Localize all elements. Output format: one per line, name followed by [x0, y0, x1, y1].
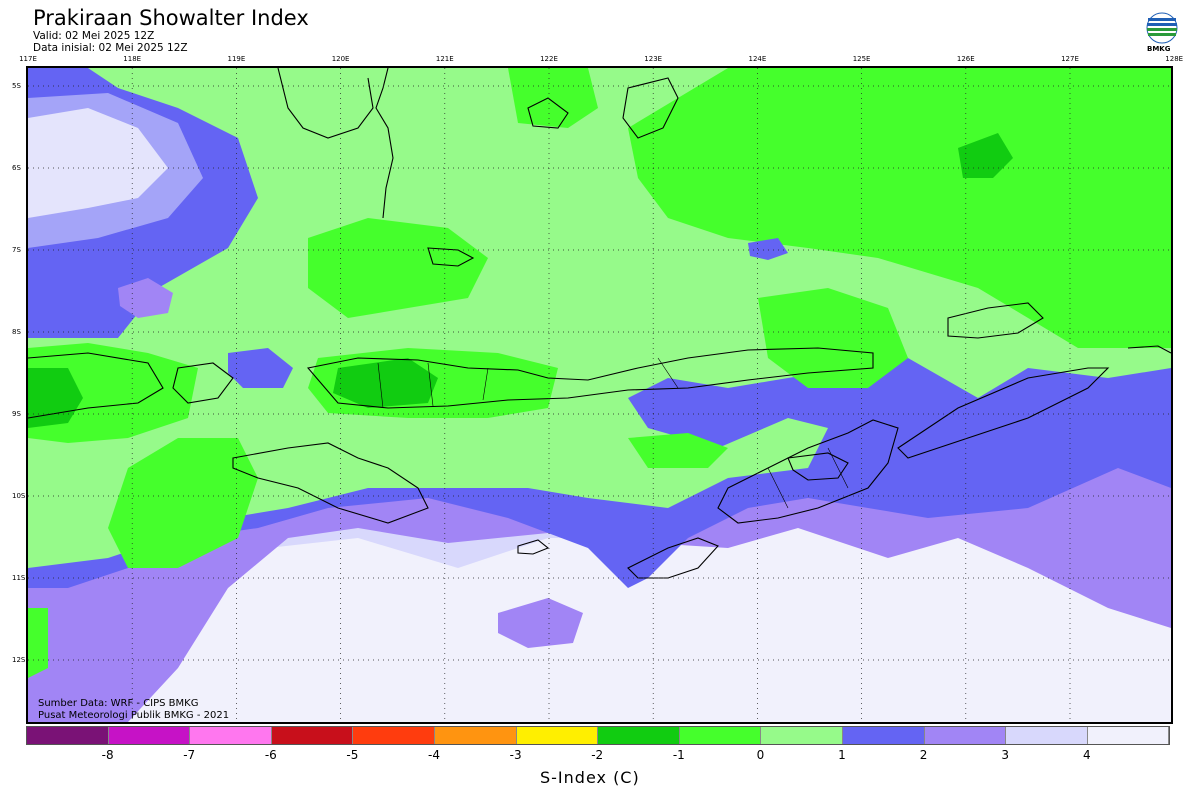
colorbar-tick: -8: [101, 748, 114, 762]
colorbar-swatch: [434, 727, 517, 744]
field-level-neg1-h: [628, 433, 728, 468]
field-level-neg2-c: [28, 368, 83, 428]
showalter-map: [28, 68, 1171, 722]
colorbar-swatch: [924, 727, 1007, 744]
colorbar-tick: 4: [1082, 748, 1091, 762]
colorbar-tick: 0: [756, 748, 765, 762]
initial-time: Data inisial: 02 Mei 2025 12Z: [33, 42, 188, 54]
colorbar-swatch: [598, 727, 680, 744]
lon-label: 120E: [331, 55, 350, 63]
lat-label: 6S: [12, 164, 21, 172]
colorbar-swatch: [679, 727, 762, 744]
colorbar-tick: 2: [919, 748, 928, 762]
colorbar-tick: -7: [183, 748, 196, 762]
colorbar-swatch: [190, 727, 272, 744]
colorbar-tick: -5: [346, 748, 359, 762]
field-level-neg1-a: [628, 68, 1171, 348]
lat-label: 7S: [12, 246, 21, 254]
colorbar-swatch: [27, 727, 109, 744]
colorbar-swatch: [761, 727, 843, 744]
colorbar-tick: -6: [264, 748, 277, 762]
field-level-neg1-e: [108, 438, 258, 568]
bmkg-logo-text: BMKG: [1147, 45, 1171, 53]
field-level-2-patch-a: [118, 278, 173, 318]
field-level-3-patch: [28, 93, 203, 248]
colorbar-swatch: [1006, 727, 1088, 744]
colorbar-tick: 3: [1001, 748, 1010, 762]
field-level-neg2-a: [958, 133, 1013, 178]
lat-label: 8S: [12, 328, 21, 336]
lon-label: 125E: [852, 55, 871, 63]
lon-label: 128E: [1165, 55, 1184, 63]
field-level-1-patch-a: [748, 238, 788, 260]
colorbar-swatch: [1087, 727, 1170, 744]
lat-lon-grid: [28, 68, 1171, 722]
lon-label: 118E: [123, 55, 142, 63]
lon-label: 117E: [19, 55, 37, 63]
lon-label: 121E: [435, 55, 454, 63]
colorbar-tick: -1: [672, 748, 685, 762]
lon-label: 119E: [227, 55, 246, 63]
colorbar-title: S-Index (C): [540, 768, 640, 787]
colorbar: [26, 726, 1171, 745]
lon-label: 126E: [956, 55, 975, 63]
field-level-1-patch-b: [228, 348, 293, 388]
lon-label: 123E: [644, 55, 663, 63]
source-org: Pusat Meteorologi Publik BMKG - 2021: [38, 710, 230, 721]
colorbar-swatch: [842, 727, 925, 744]
colorbar-tick: -3: [509, 748, 522, 762]
colorbar-swatch: [353, 727, 435, 744]
field-level-2-patch-b: [498, 598, 583, 648]
valid-time: Valid: 02 Mei 2025 12Z: [33, 30, 155, 42]
field-level-neg1-b: [308, 218, 488, 318]
colorbar-swatch: [108, 727, 191, 744]
colorbar-tick: 1: [838, 748, 846, 762]
colorbar-swatch: [271, 727, 354, 744]
lat-label: 9S: [12, 410, 21, 418]
colorbar-tick: -2: [591, 748, 604, 762]
source-data: Sumber Data: WRF - CIPS BMKG: [38, 698, 199, 709]
map-title: Prakiraan Showalter Index: [33, 6, 309, 30]
colorbar-tick: -4: [428, 748, 440, 762]
lat-label: 12S: [12, 656, 26, 664]
map-frame: [26, 66, 1173, 724]
bmkg-logo: [1142, 10, 1182, 56]
field-level-neg2-b: [333, 358, 438, 408]
lat-label: 10S: [12, 492, 26, 500]
lat-label: 11S: [12, 574, 26, 582]
coastlines: [28, 68, 1171, 579]
field-level-neg1-f: [758, 288, 908, 388]
lon-label: 127E: [1061, 55, 1079, 63]
province-borders: [377, 357, 849, 509]
lon-label: 124E: [748, 55, 767, 63]
lon-label: 122E: [540, 55, 558, 63]
colorbar-swatch: [516, 727, 599, 744]
field-level-neg1-g: [508, 68, 598, 128]
field-level-neg1-i: [28, 608, 48, 678]
lat-label: 5S: [12, 82, 21, 90]
